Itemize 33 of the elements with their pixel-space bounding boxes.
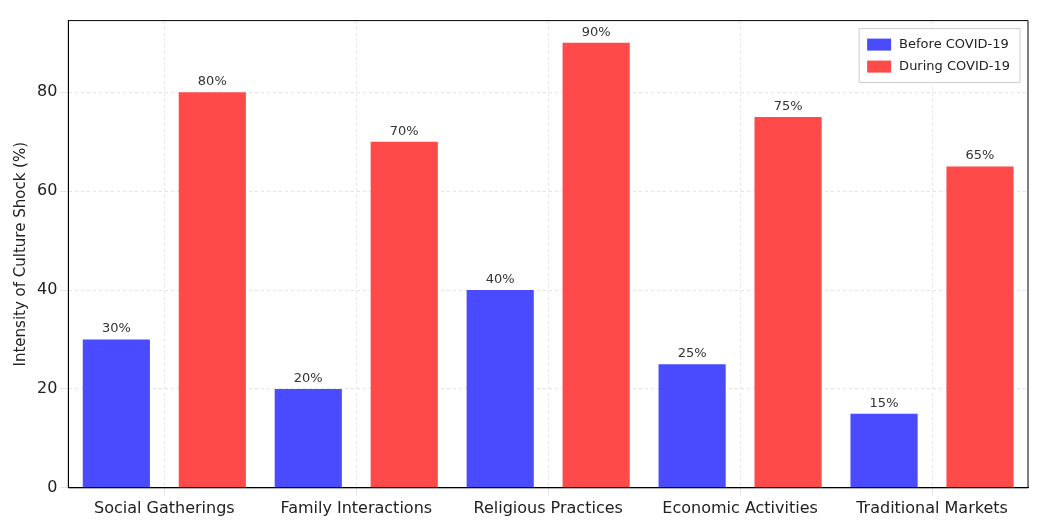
bar (946, 166, 1014, 488)
data-label: 75% (773, 97, 803, 113)
y-tick-label: 20 (37, 378, 58, 398)
data-label: 15% (869, 394, 899, 410)
data-label: 30% (101, 320, 131, 336)
y-tick-label: 40 (37, 279, 58, 299)
x-tick-label: Traditional Markets (855, 497, 1008, 517)
y-axis-title: Intensity of Culture Shock (%) (10, 141, 29, 367)
y-tick-label: 80 (37, 81, 58, 101)
legend-label: Before COVID-19 (899, 35, 1009, 51)
bar (658, 364, 726, 488)
data-label: 40% (485, 270, 515, 286)
y-tick-label: 0 (47, 476, 58, 496)
bar (466, 290, 534, 488)
bar (562, 42, 630, 488)
data-label: 70% (389, 122, 419, 138)
bar (370, 141, 438, 488)
data-label: 80% (197, 73, 227, 89)
x-tick-label: Social Gatherings (94, 497, 235, 517)
x-tick-label: Economic Activities (662, 497, 818, 517)
data-label: 65% (965, 147, 995, 163)
bar (754, 117, 822, 488)
data-label: 90% (581, 23, 611, 39)
bar (274, 388, 342, 488)
bar (850, 413, 918, 488)
legend-label: During COVID-19 (899, 57, 1011, 73)
bar (82, 339, 150, 488)
data-label: 20% (293, 369, 323, 385)
x-tick-label: Religious Practices (473, 497, 623, 517)
x-tick-label: Family Interactions (280, 497, 433, 517)
data-label: 25% (677, 345, 707, 361)
bar (178, 92, 246, 488)
y-tick-label: 60 (37, 180, 58, 200)
